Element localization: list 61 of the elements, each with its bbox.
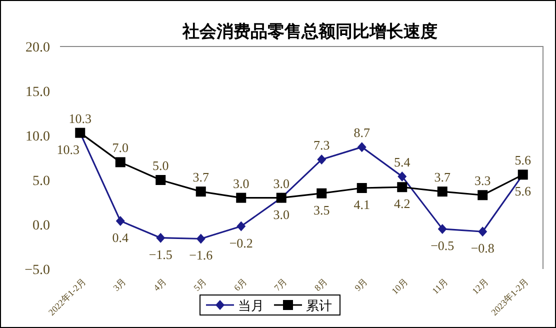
point <box>196 234 206 244</box>
point <box>316 188 327 198</box>
data-label: 0.4 <box>112 230 129 245</box>
y-tick-label: −5.0 <box>24 263 50 278</box>
data-label: 3.3 <box>474 173 491 188</box>
data-label: 4.1 <box>354 197 370 212</box>
x-tick-label: 4月 <box>151 276 168 293</box>
data-label: 4.2 <box>394 196 410 212</box>
y-tick-label: 15.0 <box>26 85 50 100</box>
y-tick-label: 20.0 <box>26 40 50 56</box>
data-label: 10.3 <box>68 110 92 126</box>
point <box>317 154 326 165</box>
x-tick-label: 10月 <box>390 276 410 296</box>
data-label: 3.7 <box>192 170 210 185</box>
data-label: −1.6 <box>189 248 214 263</box>
data-label: 5.6 <box>514 184 532 199</box>
point <box>196 186 206 197</box>
data-label: 7.0 <box>112 140 128 156</box>
data-label: 3.0 <box>233 176 250 191</box>
data-label: 5.4 <box>394 154 411 170</box>
legend-label: 累计 <box>306 298 332 313</box>
point <box>156 232 166 243</box>
point <box>116 216 125 226</box>
x-tick-label: 5月 <box>192 276 208 293</box>
point <box>398 171 407 182</box>
data-label: −1.5 <box>148 246 172 262</box>
y-tick-label: 5.0 <box>32 174 50 189</box>
point <box>478 190 488 200</box>
point <box>438 224 447 234</box>
data-label: 3.5 <box>314 202 330 218</box>
x-tick-label: 3月 <box>111 276 128 293</box>
y-tick-label: 0.0 <box>32 218 50 234</box>
point <box>397 182 408 192</box>
y-tick-label: 10.0 <box>26 130 50 144</box>
point <box>236 192 246 203</box>
x-tick-label: 8月 <box>312 276 330 293</box>
point <box>437 186 448 197</box>
data-label: 5.0 <box>152 158 169 173</box>
data-label: −0.5 <box>430 238 454 253</box>
data-label: −0.8 <box>470 240 494 256</box>
data-label: 3.0 <box>273 176 290 191</box>
point <box>156 175 166 185</box>
data-label: 7.3 <box>314 138 330 153</box>
legend-label: 当月 <box>238 298 264 313</box>
x-tick-label: 12月 <box>470 276 490 296</box>
data-label: −0.2 <box>229 235 253 250</box>
data-label: 8.7 <box>354 125 370 140</box>
point <box>357 142 366 152</box>
x-tick-label: 7月 <box>272 276 289 293</box>
x-tick-label: 11月 <box>430 276 450 296</box>
x-tick-label: 9月 <box>352 276 370 293</box>
data-label: 3.0 <box>273 206 290 222</box>
point <box>236 221 246 232</box>
data-label: 10.3 <box>56 142 80 157</box>
point <box>356 183 367 194</box>
point <box>115 157 126 168</box>
x-tick-label: 6月 <box>232 276 249 293</box>
title: 社会消费品零售总额同比增长速度 <box>182 22 438 41</box>
data-label: 3.7 <box>434 170 451 185</box>
data-label: 5.6 <box>514 152 532 168</box>
point <box>478 226 488 237</box>
